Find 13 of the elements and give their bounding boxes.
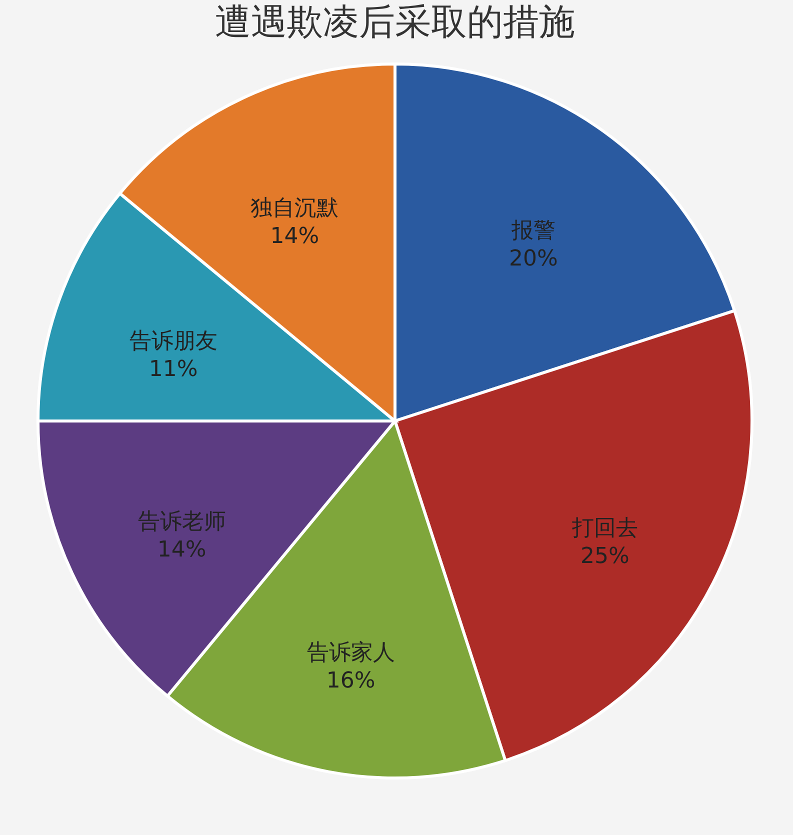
chart-title: 遭遇欺凌后采取的措施 [215,2,575,43]
slice-label: 告诉家人 [306,640,395,666]
slice-label: 独自沉默 [250,196,339,221]
slice-label: 打回去 [570,516,638,541]
data-label: 25% [580,544,630,569]
data-label: 16% [326,668,376,694]
data-label: 14% [157,537,206,562]
data-label: 11% [148,357,198,382]
data-label: 20% [509,246,558,272]
slice-label: 报警 [510,218,556,244]
slice-label: 告诉朋友 [129,329,218,354]
data-label: 14% [270,224,320,249]
slice-label: 告诉老师 [138,509,226,534]
